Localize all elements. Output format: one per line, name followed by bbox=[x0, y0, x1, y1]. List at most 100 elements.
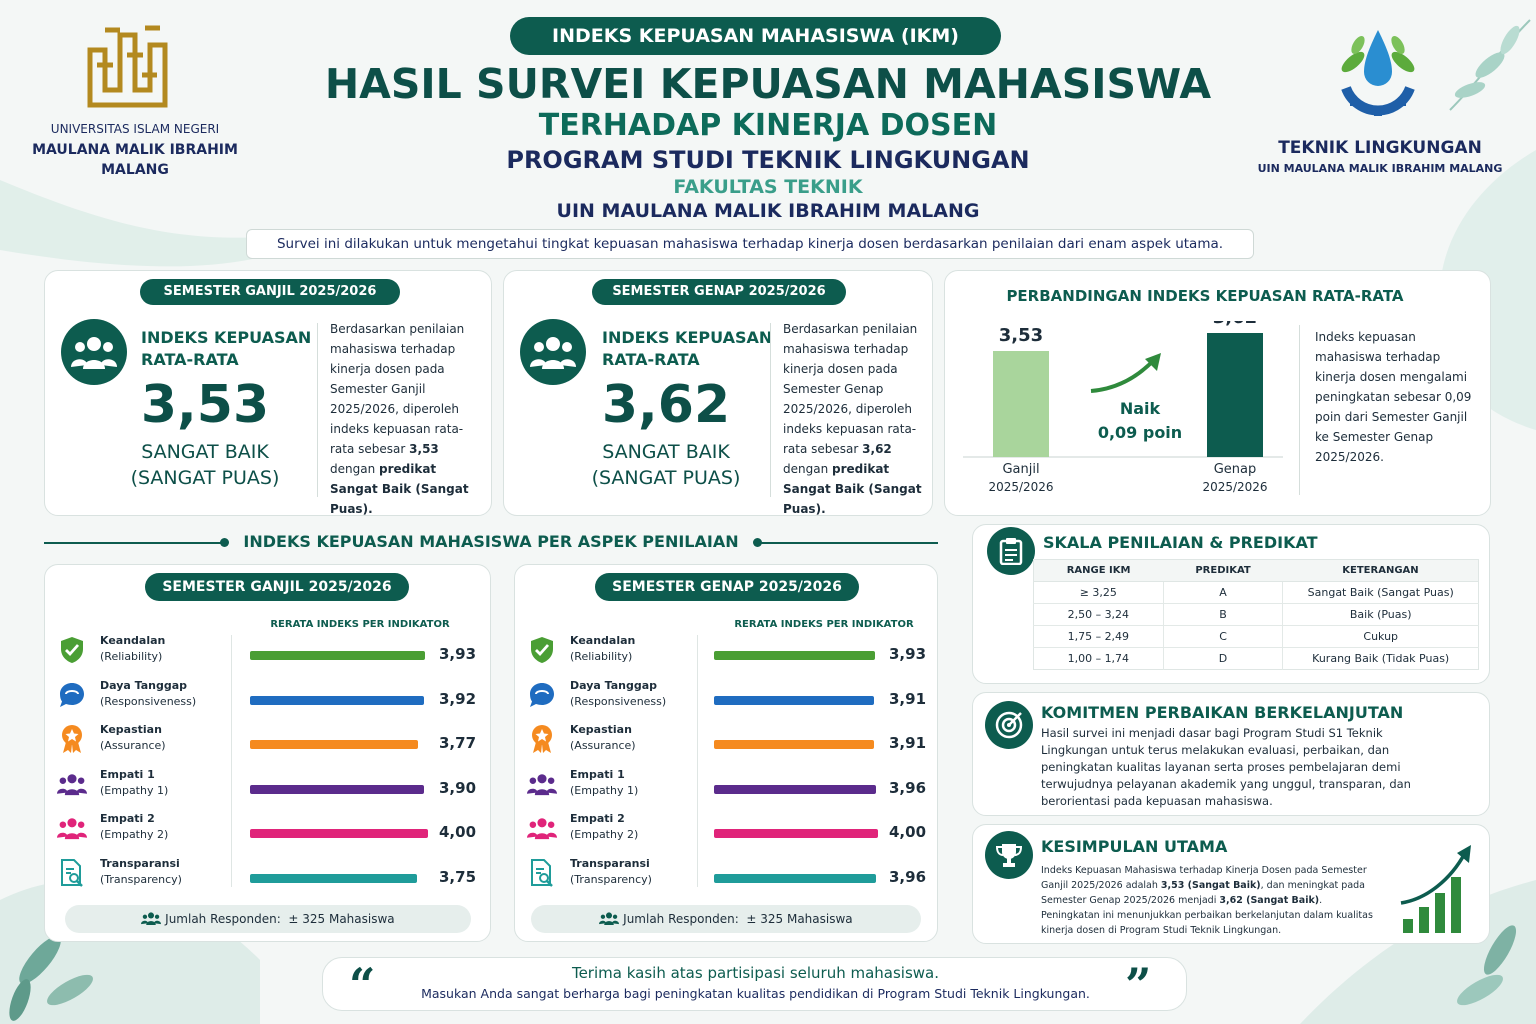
respondents-value: ± 325 Mahasiswa bbox=[288, 912, 395, 926]
people-icon bbox=[57, 769, 87, 799]
genap-aspects-card: SEMESTER GENAP 2025/2026 RERATA INDEKS P… bbox=[514, 564, 938, 942]
indicator-name: Transparansi bbox=[100, 857, 180, 870]
subtitle-kinerja: TERHADAP KINERJA DOSEN bbox=[538, 108, 998, 143]
conclusion-genap-value: 3,62 (Sangat Baik) bbox=[1219, 895, 1320, 906]
scale-header-cell: RANGE IKM bbox=[1033, 559, 1164, 582]
indicator-english-name: (Transparency) bbox=[100, 873, 182, 886]
table-row: 1,00 – 1,74 D Kurang Baik (Tidak Puas) bbox=[1033, 647, 1479, 670]
indicator-bar bbox=[250, 829, 428, 839]
indicator-value: 3,92 bbox=[439, 689, 477, 708]
indicator-english-name: (Transparency) bbox=[570, 873, 652, 886]
scale-cell: Kurang Baik (Tidak Puas) bbox=[1282, 647, 1479, 670]
genap-desc-value: 3,62 bbox=[862, 442, 892, 456]
indicator-bar bbox=[714, 874, 877, 883]
indicator-english-name: (Empathy 2) bbox=[570, 828, 639, 842]
commitment-text: Hasil survei ini menjadi dasar bagi Prog… bbox=[1041, 726, 1411, 808]
indicator-bar bbox=[714, 784, 877, 794]
indicator-label: Empati 2 (Empathy 2) bbox=[570, 811, 700, 843]
footer-line2: Masukan Anda sangat berharga bagi pening… bbox=[421, 986, 1090, 1001]
scale-card: SKALA PENILAIAN & PREDIKAT RANGE IKM PRED… bbox=[972, 524, 1490, 684]
title-dot bbox=[753, 538, 762, 547]
people-icon bbox=[527, 769, 557, 799]
genap-aspects-pill: SEMESTER GENAP 2025/2026 bbox=[595, 573, 859, 601]
document-search-icon bbox=[527, 858, 557, 888]
indicator-name: Transparansi bbox=[570, 857, 650, 870]
indicator-value: 3,96 bbox=[889, 868, 927, 886]
bar-value-label: 3,62 bbox=[1213, 321, 1257, 328]
people-icon bbox=[527, 813, 557, 843]
scale-cell: Sangat Baik (Sangat Puas) bbox=[1282, 581, 1479, 604]
people-icon bbox=[57, 813, 87, 843]
scale-table: RANGE IKM PREDIKAT KETERANGAN ≥ 3,25 A Sanga… bbox=[1033, 559, 1479, 670]
conclusion-title: KESIMPULAN UTAMA bbox=[1041, 837, 1228, 856]
indicator-name: Daya Tanggap bbox=[100, 678, 188, 692]
genap-label-line2: RATA-RATA bbox=[602, 350, 700, 369]
indicator-bar bbox=[714, 829, 878, 839]
respondents-label: Jumlah Responden: bbox=[623, 912, 739, 926]
commitment-title: KOMITMEN PERBAIKAN BERKELANJUTAN bbox=[1041, 703, 1404, 722]
open-quote-icon: “ bbox=[349, 958, 376, 1012]
department-name: TEKNIK LINGKUNGAN bbox=[1278, 138, 1482, 158]
subtitle-fakultas: FAKULTAS TEKNIK bbox=[673, 176, 863, 198]
bar-genap bbox=[1207, 333, 1263, 457]
indicator-value: 3,91 bbox=[889, 734, 927, 753]
indicator-english-name: (Reliability) bbox=[100, 650, 163, 663]
university-logo: UNIVERSITAS ISLAM NEGERI MAULANA MALIK I… bbox=[30, 20, 240, 190]
commitment-card: KOMITMEN PERBAIKAN BERKELANJUTAN Hasil s… bbox=[972, 692, 1490, 816]
main-title: HASIL SURVEI KEPUASAN MAHASISWA bbox=[324, 60, 1212, 108]
ganjil-desc-predicate: predikat Sangat Baik (Sangat Puas). bbox=[330, 462, 469, 516]
indicator-header: RERATA INDEKS PER INDIKATOR bbox=[270, 619, 450, 630]
indicator-english-name: (Empathy 2) bbox=[100, 828, 169, 842]
indicator-name: Empati 2 bbox=[100, 812, 155, 826]
indicator-label: Daya Tanggap (Responsiveness) bbox=[100, 678, 230, 710]
indicator-value: 3,93 bbox=[889, 645, 927, 663]
indicator-name: Keandalan bbox=[570, 634, 636, 647]
aspects-section-title: INDEKS KEPUASAN MAHASISWA PER ASPEK PENI… bbox=[243, 532, 739, 551]
document-search-icon bbox=[57, 858, 87, 888]
scale-cell: 2,50 – 3,24 bbox=[1033, 603, 1164, 626]
footer-line1: Terima kasih atas partisipasi seluruh ma… bbox=[571, 964, 940, 982]
title-rule-right bbox=[760, 542, 938, 544]
shield-check-icon bbox=[527, 635, 557, 665]
indicator-value: 3,91 bbox=[889, 689, 927, 708]
table-row: 2,50 – 3,24 B Baik (Puas) bbox=[1033, 603, 1479, 626]
genap-value: 3,62 bbox=[601, 375, 731, 435]
scale-cell: B bbox=[1163, 603, 1284, 626]
genap-desc-mid: dengan bbox=[783, 462, 832, 476]
indicator-label: Empati 1 (Empathy 1) bbox=[100, 767, 230, 799]
people-icon bbox=[141, 912, 162, 925]
ganjil-pill: SEMESTER GANJIL 2025/2026 bbox=[140, 279, 400, 305]
scale-header-cell: PREDIKAT bbox=[1163, 559, 1283, 582]
indicator-english-name: (Reliability) bbox=[570, 650, 633, 663]
conclusion-text-2: , dan meningkat pada Semester Genap 2025… bbox=[1041, 880, 1365, 906]
ganjil-summary-card: SEMESTER GANJIL 2025/2026 INDEKS KEPUASA… bbox=[44, 270, 492, 516]
subtitle-program: PROGRAM STUDI TEKNIK LINGKUNGAN bbox=[506, 146, 1030, 174]
indicator-name: Daya Tanggap bbox=[570, 678, 658, 692]
comparison-bar-chart: 3,53 Ganjil 2025/2026 3,62 Genap 2025/2026 bbox=[963, 321, 1283, 494]
indicator-english-name: (Responsiveness) bbox=[100, 694, 197, 708]
indicator-name: Empati 1 bbox=[570, 767, 625, 781]
category-label: Genap bbox=[1214, 462, 1257, 477]
uin-calligraphy-logo-icon bbox=[87, 25, 168, 108]
indicator-header: RERATA INDEKS PER INDIKATOR bbox=[734, 619, 914, 630]
intro-text: Survei ini dilakukan untuk mengetahui ti… bbox=[246, 229, 1254, 259]
table-row: 1,75 – 2,49 C Cukup bbox=[1033, 625, 1479, 648]
award-badge-icon bbox=[527, 724, 557, 754]
indicator-label: Transparansi (Transparency) bbox=[100, 856, 230, 888]
category-label: 2025/2026 bbox=[988, 480, 1053, 494]
chat-bubble-icon bbox=[527, 680, 557, 710]
genap-predicate: SANGAT BAIK (SANGAT PUAS) bbox=[566, 439, 766, 491]
divider bbox=[317, 323, 318, 497]
divider bbox=[1299, 325, 1300, 495]
people-icon bbox=[520, 319, 586, 385]
ganjil-aspects-pill: SEMESTER GANJIL 2025/2026 bbox=[145, 573, 409, 601]
ganjil-aspects-card: SEMESTER GANJIL 2025/2026 RERATA INDEKS … bbox=[44, 564, 491, 942]
indicator-bar bbox=[250, 651, 425, 660]
scale-header-cell: KETERANGAN bbox=[1282, 559, 1479, 582]
conclusion-text-3: . Peningkatan ini menunjukkan perbaikan … bbox=[1041, 895, 1373, 936]
respondents-value: ± 325 Mahasiswa bbox=[746, 912, 853, 926]
ganjil-respondents: Jumlah Responden: ± 325 Mahasiswa bbox=[65, 905, 471, 933]
university-name-line1: UNIVERSITAS ISLAM NEGERI bbox=[50, 122, 220, 136]
subtitle-uin: UIN MAULANA MALIK IBRAHIM MALANG bbox=[556, 200, 980, 222]
indicator-name: Kepastian bbox=[570, 723, 632, 737]
